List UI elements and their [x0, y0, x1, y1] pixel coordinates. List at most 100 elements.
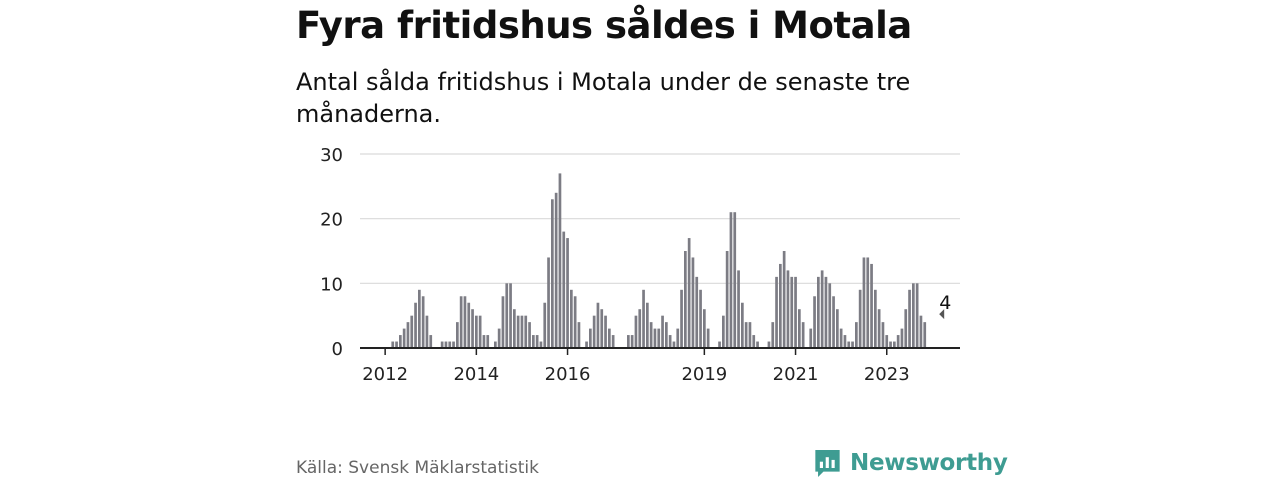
bar — [668, 335, 672, 348]
highlight-value-label: 4 — [939, 292, 951, 314]
bar — [657, 328, 661, 348]
bar — [524, 315, 528, 348]
bar — [684, 251, 687, 348]
bar — [516, 315, 520, 348]
bar — [900, 328, 904, 348]
bar — [463, 296, 467, 348]
bar — [733, 212, 737, 348]
bar — [634, 315, 638, 348]
bar — [889, 341, 892, 348]
bar — [421, 296, 425, 348]
bar — [729, 212, 733, 348]
bar — [539, 341, 543, 348]
bar — [843, 335, 847, 348]
bar — [828, 283, 832, 348]
bar — [649, 322, 653, 348]
bar — [627, 335, 630, 348]
bar — [801, 322, 805, 348]
bar — [874, 289, 877, 348]
bar — [820, 270, 824, 348]
bar — [501, 296, 505, 348]
bar — [604, 315, 607, 348]
bar — [425, 315, 429, 348]
bar — [923, 322, 927, 348]
bar — [919, 315, 923, 348]
bar — [885, 335, 889, 348]
bar — [851, 341, 854, 348]
bar — [642, 289, 645, 348]
bar — [467, 302, 471, 348]
bar — [592, 315, 596, 348]
bar — [456, 322, 459, 348]
bar — [402, 328, 406, 348]
bar — [391, 341, 395, 348]
bar — [706, 328, 710, 348]
bar — [782, 251, 786, 348]
axes — [360, 347, 960, 355]
bar — [741, 302, 744, 348]
bar-chart: 0 10 20 30 2012 2014 2016 2019 2021 2023 4 — [320, 145, 960, 385]
bar — [813, 296, 816, 348]
bar — [528, 322, 531, 348]
bar — [908, 289, 911, 348]
bar — [418, 289, 421, 348]
bar — [855, 322, 858, 348]
bar — [824, 276, 828, 348]
bar — [532, 335, 535, 348]
bar — [767, 341, 771, 348]
bar — [444, 341, 448, 348]
source-note: Källa: Svensk Mäklarstatistik — [296, 458, 539, 478]
bar — [786, 270, 790, 348]
bar — [646, 302, 649, 348]
y-tick-label: 20 — [320, 210, 343, 231]
bar — [448, 341, 452, 348]
bar — [847, 341, 851, 348]
bar — [703, 309, 706, 348]
bar — [471, 309, 474, 348]
x-tick-label: 2012 — [362, 364, 408, 385]
bar — [877, 309, 881, 348]
bar — [573, 296, 577, 348]
bar — [414, 302, 417, 348]
bar — [687, 238, 691, 348]
y-tick-label: 0 — [332, 339, 343, 360]
bar — [429, 335, 433, 348]
bar — [775, 276, 778, 348]
bar — [505, 283, 509, 348]
y-tick-label: 30 — [320, 145, 343, 166]
bar — [695, 276, 699, 348]
bar — [904, 309, 908, 348]
bar — [836, 309, 839, 348]
bar — [547, 257, 550, 348]
bar — [475, 315, 478, 348]
bar — [809, 328, 813, 348]
newsworthy-logo-icon — [815, 449, 840, 477]
bar — [881, 322, 885, 348]
bar — [756, 341, 759, 348]
bar — [912, 283, 915, 348]
bar — [589, 328, 592, 348]
labels: 0 10 20 30 2012 2014 2016 2019 2021 2023 4 — [320, 145, 951, 385]
bar — [672, 341, 676, 348]
bar — [395, 341, 398, 348]
bar — [691, 257, 695, 348]
x-tick-label: 2019 — [681, 364, 727, 385]
bar — [779, 263, 782, 348]
bar — [817, 276, 820, 348]
bar — [790, 276, 794, 348]
bar — [832, 296, 835, 348]
bar — [737, 270, 740, 348]
bar — [665, 322, 668, 348]
bar — [748, 322, 752, 348]
bar — [410, 315, 414, 348]
bar — [486, 335, 490, 348]
brand-name: Newsworthy — [850, 450, 1008, 476]
bar — [870, 263, 873, 348]
bar — [866, 257, 870, 348]
newsworthy-brand[interactable]: Newsworthy — [814, 446, 1008, 480]
bar — [452, 341, 455, 348]
bar — [554, 192, 558, 348]
bar — [676, 328, 680, 348]
bar — [798, 309, 801, 348]
bar — [543, 302, 547, 348]
